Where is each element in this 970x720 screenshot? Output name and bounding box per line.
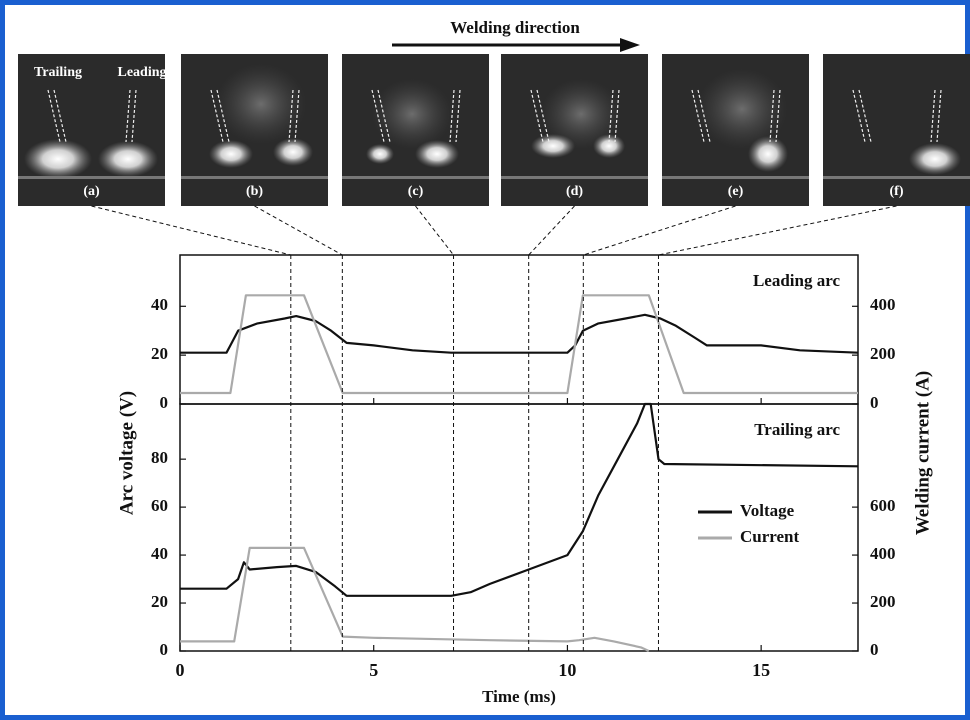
x-tick-label: 10 (558, 660, 576, 680)
workpiece (823, 176, 970, 179)
electrode-outline (858, 89, 872, 143)
photo-annotation: Trailing (34, 65, 82, 80)
electrode-outline (216, 89, 230, 143)
electrode-outline (614, 89, 620, 143)
y2-tick-label: 0 (870, 393, 879, 412)
photo-label: (f) (890, 184, 904, 199)
electrode-outline (371, 89, 385, 143)
electrode-outline (530, 89, 544, 143)
electrode-outline (775, 89, 781, 143)
photo-connector (658, 205, 897, 256)
y2-tick-label: 400 (870, 544, 896, 563)
photo (823, 54, 970, 206)
arc-glow (209, 140, 253, 168)
y-tick-label: 60 (151, 496, 168, 515)
x-axis-label: Time (ms) (482, 687, 556, 706)
electrode-outline (930, 89, 936, 143)
electrode-outline (455, 89, 461, 143)
workpiece (501, 176, 648, 179)
photo-label: (d) (566, 184, 583, 199)
photo-connector (254, 205, 343, 256)
y-axis-label: Arc voltage (V) (116, 391, 137, 515)
electrode-outline (377, 89, 391, 143)
panel-annotation: Leading arc (753, 271, 841, 290)
arc-glow (415, 140, 459, 168)
electrode-outline (288, 89, 294, 143)
y-tick-label: 80 (151, 448, 168, 467)
photo-label: (a) (83, 184, 100, 199)
arc-glow (98, 141, 158, 177)
photo-connector (91, 205, 291, 256)
arc-glow (366, 144, 394, 164)
voltage-line (180, 313, 859, 354)
y2-tick-label: 200 (870, 592, 896, 611)
electrode-outline (697, 89, 711, 143)
electrode-outline (449, 89, 455, 143)
electrode-outline (536, 89, 550, 143)
photo (18, 54, 165, 206)
workpiece (342, 176, 489, 179)
electrode-outline (53, 89, 67, 143)
electrode-outline (210, 89, 224, 143)
photo-label: (b) (246, 184, 263, 199)
photo-connector (415, 205, 454, 256)
legend-label: Current (740, 527, 800, 546)
y-tick-label: 40 (151, 295, 168, 314)
arc-glow (697, 69, 787, 149)
electrode-outline (131, 89, 137, 143)
workpiece (181, 176, 328, 179)
photo-annotation: Leading (117, 65, 166, 80)
legend-label: Voltage (740, 501, 795, 520)
photo-label: (e) (728, 184, 744, 199)
electrode-outline (852, 89, 866, 143)
electrode-outline (936, 89, 942, 143)
y-tick-label: 40 (151, 544, 168, 563)
arc-glow (541, 79, 621, 149)
direction-label: Welding direction (450, 18, 580, 37)
electrode-outline (47, 89, 61, 143)
y-tick-label: 0 (160, 393, 169, 412)
arc-glow (372, 79, 452, 149)
electrode-outline (691, 89, 705, 143)
panel-frame (179, 403, 859, 652)
electrode-outline (125, 89, 131, 143)
photo-connector (583, 205, 736, 256)
y-tick-label: 20 (151, 344, 168, 363)
electrode-outline (294, 89, 300, 143)
y2-tick-label: 600 (870, 496, 896, 515)
electrode-outline (769, 89, 775, 143)
y2-tick-label: 200 (870, 344, 896, 363)
workpiece (662, 176, 809, 179)
x-tick-label: 0 (176, 660, 185, 680)
photo-label: (c) (408, 184, 424, 199)
current-line (180, 294, 858, 395)
x-tick-label: 15 (752, 660, 770, 680)
current-line (180, 546, 650, 652)
direction-arrowhead (620, 38, 640, 52)
arc-glow (273, 138, 313, 166)
arc-glow (24, 139, 92, 179)
y-tick-label: 0 (160, 640, 169, 659)
voltage-line (180, 402, 859, 597)
y2-tick-label: 400 (870, 295, 896, 314)
y2-tick-label: 0 (870, 640, 879, 659)
y-tick-label: 20 (151, 592, 168, 611)
x-tick-label: 5 (369, 660, 378, 680)
panel-annotation: Trailing arc (754, 420, 840, 439)
workpiece (18, 176, 165, 179)
y2-axis-label: Welding current (A) (912, 371, 933, 535)
arc-glow (909, 143, 961, 175)
electrode-outline (608, 89, 614, 143)
arc-glow (216, 64, 306, 144)
